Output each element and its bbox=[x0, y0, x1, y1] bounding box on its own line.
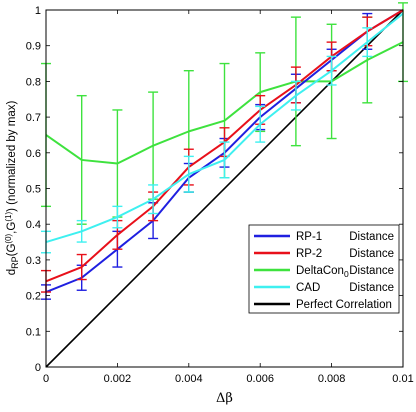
x-axis-title: Δβ bbox=[216, 391, 233, 406]
legend-suffix-rp-2: Distance bbox=[349, 248, 394, 260]
x-tick-label: 0.002 bbox=[104, 373, 132, 385]
y-axis-title-paren: (G bbox=[6, 244, 18, 257]
y-tick-label: 0.3 bbox=[26, 255, 41, 267]
series-cad bbox=[41, 12, 404, 254]
x-tick-label: 0 bbox=[43, 373, 49, 385]
y-tick-label: 0.4 bbox=[26, 219, 41, 231]
y-tick-label: 0 bbox=[35, 362, 41, 374]
y-axis-title-sup0: (0) bbox=[4, 233, 13, 243]
legend-label-perfect-correlation: Perfect Correlation bbox=[296, 299, 392, 311]
y-tick-label: 0.5 bbox=[26, 184, 41, 196]
y-tick-label: 0.7 bbox=[26, 112, 41, 124]
legend-label-deltacon: DeltaCon0 bbox=[296, 265, 349, 279]
y-axis-title: dRP(G(0),G(1)) (normalized by max) bbox=[4, 101, 20, 276]
y-tick-label: 0.9 bbox=[26, 41, 41, 53]
y-axis-title-sup1: (1) bbox=[4, 212, 13, 222]
y-axis-title-d: d bbox=[6, 269, 18, 275]
ticks-layer: 0 0.002 0.004 0.006 0.008 0.01 0 0.1 0.2 0.3 0.4 0.… bbox=[26, 5, 414, 385]
legend: RP-1 Distance RP-2 Distance DeltaCon0 Di… bbox=[248, 224, 400, 314]
y-axis-title-sub: RP bbox=[10, 256, 20, 269]
y-tick-label: 0.6 bbox=[26, 148, 41, 160]
y-axis-title-rest: ) (normalized by max) bbox=[6, 101, 18, 212]
series-line-cad bbox=[45, 12, 404, 244]
x-tick-label: 0.006 bbox=[246, 373, 274, 385]
x-tick-label: 0.008 bbox=[318, 373, 346, 385]
legend-suffix-deltacon: Distance bbox=[349, 265, 394, 277]
y-tick-label: 0.1 bbox=[26, 326, 41, 338]
legend-label-deltacon-sub: 0 bbox=[344, 269, 349, 279]
legend-label-rp-1: RP-1 bbox=[296, 231, 322, 243]
y-tick-label: 0.2 bbox=[26, 291, 41, 303]
legend-suffix-cad: Distance bbox=[349, 282, 394, 294]
reference-line-perfect-correlation bbox=[45, 9, 404, 368]
y-tick-label: 0.8 bbox=[26, 76, 41, 88]
x-tick-label: 0.004 bbox=[175, 373, 203, 385]
series-layer bbox=[41, 2, 408, 368]
legend-label-deltacon-name: DeltaCon bbox=[296, 265, 344, 277]
y-tick-label: 1 bbox=[35, 5, 41, 17]
y-axis-title-comma: ,G bbox=[6, 222, 18, 234]
series-line-deltacon bbox=[45, 41, 404, 165]
x-tick-label: 0.01 bbox=[392, 373, 413, 385]
legend-label-cad: CAD bbox=[296, 282, 320, 294]
legend-label-rp-2: RP-2 bbox=[296, 248, 322, 260]
plot-frame bbox=[45, 9, 404, 368]
legend-suffix-rp-1: Distance bbox=[349, 231, 394, 243]
